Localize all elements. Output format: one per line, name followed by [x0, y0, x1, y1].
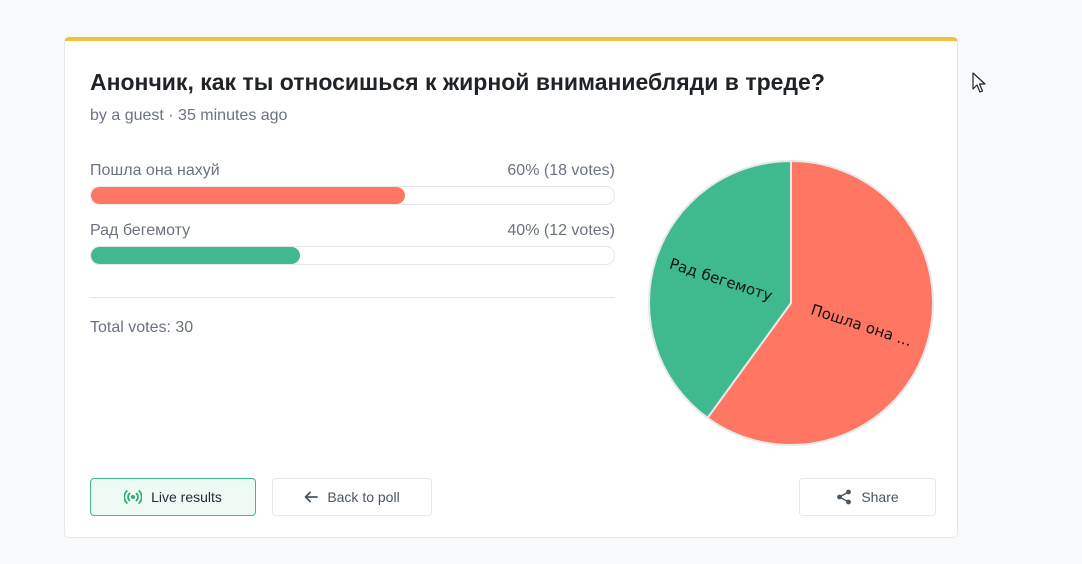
poll-title: Анончик, как ты относишься к жирной вним… — [90, 69, 825, 95]
result-bar — [90, 186, 615, 205]
result-bar — [90, 246, 615, 265]
option-label: Пошла она нахуй — [90, 162, 220, 179]
live-results-button[interactable]: Live results — [90, 478, 256, 516]
back-to-poll-label: Back to poll — [327, 489, 400, 505]
result-bar-fill — [91, 247, 301, 264]
poll-option: Пошла она нахуй 60% (18 votes) — [90, 162, 615, 205]
mouse-pointer-icon — [972, 72, 986, 99]
total-votes: Total votes: 30 — [90, 319, 194, 336]
option-result: 40% (12 votes) — [507, 222, 615, 239]
pie-slice — [706, 159, 934, 446]
arrow-left-icon — [304, 491, 319, 503]
live-results-label: Live results — [151, 489, 222, 505]
poll-results-card: Анончик, как ты относишься к жирной вним… — [64, 37, 958, 538]
divider — [90, 297, 615, 298]
broadcast-icon — [124, 490, 143, 504]
pie-slice — [648, 159, 792, 420]
share-label: Share — [861, 489, 899, 505]
option-label: Рад бегемоту — [90, 222, 191, 239]
share-button[interactable]: Share — [799, 478, 936, 516]
back-to-poll-button[interactable]: Back to poll — [272, 478, 432, 516]
share-icon — [836, 489, 852, 505]
poll-option: Рад бегемоту 40% (12 votes) — [90, 222, 615, 265]
option-result: 60% (18 votes) — [507, 162, 615, 179]
results-pie-chart: Пошла она ...Рад бегемоту — [648, 159, 934, 446]
poll-meta: by a guest · 35 minutes ago — [90, 107, 288, 124]
result-bar-fill — [91, 187, 405, 204]
